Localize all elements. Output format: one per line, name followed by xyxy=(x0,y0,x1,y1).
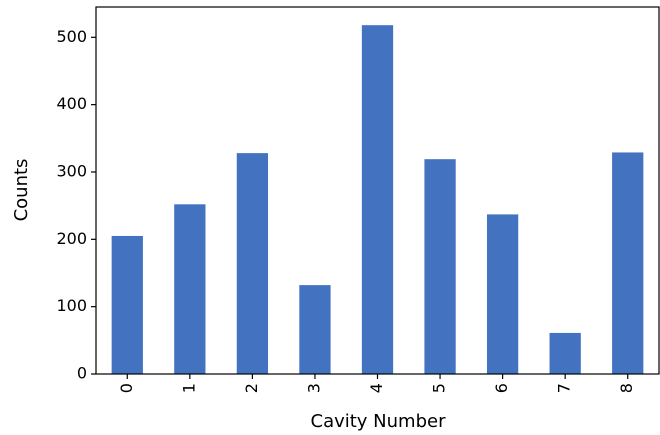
y-tick-label: 300 xyxy=(56,161,87,180)
x-tick-label: 0 xyxy=(117,383,136,393)
y-tick-label: 200 xyxy=(56,229,87,248)
y-tick-label: 100 xyxy=(56,296,87,315)
x-tick-label: 8 xyxy=(617,383,636,393)
y-tick-label: 0 xyxy=(77,364,87,383)
bar xyxy=(299,285,331,374)
x-tick-label: 2 xyxy=(242,383,261,393)
x-tick-label: 6 xyxy=(492,383,511,393)
y-axis-label: Counts xyxy=(11,159,32,222)
plot-frame xyxy=(95,6,660,375)
bar xyxy=(361,25,394,375)
x-tick-label: 4 xyxy=(367,383,386,393)
x-tick-label: 7 xyxy=(555,383,574,393)
bar xyxy=(612,152,644,374)
x-tick-label: 3 xyxy=(304,383,323,393)
y-tick-label: 500 xyxy=(56,27,87,46)
bar xyxy=(486,214,519,374)
bar xyxy=(111,235,143,374)
bar xyxy=(174,204,206,374)
bar xyxy=(236,153,269,374)
bar xyxy=(549,332,581,374)
x-tick-label: 1 xyxy=(179,383,198,393)
x-tick-label: 5 xyxy=(430,383,449,393)
bar xyxy=(424,159,456,374)
y-tick-label: 400 xyxy=(56,94,87,113)
x-axis-label: Cavity Number xyxy=(311,411,447,432)
